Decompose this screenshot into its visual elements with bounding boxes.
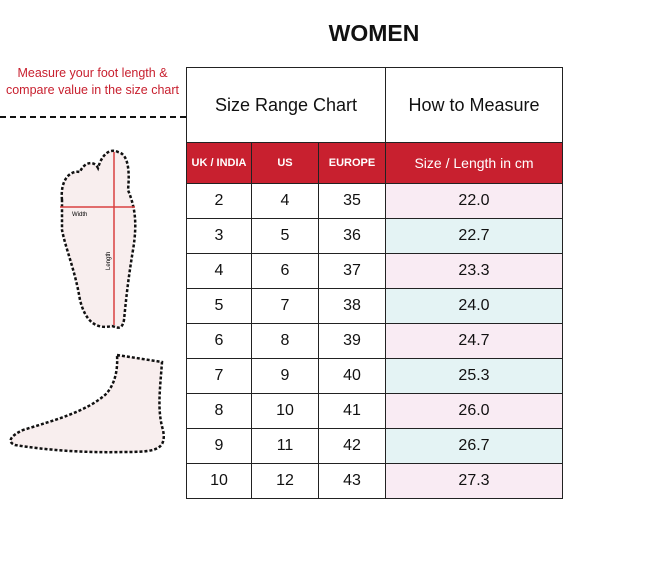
cell-us: 7 <box>251 288 319 324</box>
cell-eu: 41 <box>318 393 386 429</box>
cell-uk: 6 <box>186 323 252 359</box>
cell-cm: 24.0 <box>385 288 563 324</box>
cell-us: 12 <box>251 463 319 499</box>
table-row: 8 10 41 26.0 <box>186 393 563 429</box>
cell-us: 11 <box>251 428 319 464</box>
cell-eu: 42 <box>318 428 386 464</box>
cell-cm: 23.3 <box>385 253 563 289</box>
table-row: 3 5 36 22.7 <box>186 218 563 254</box>
cell-cm: 22.7 <box>385 218 563 254</box>
table-row: 7 9 40 25.3 <box>186 358 563 394</box>
col-europe: EUROPE <box>318 142 386 184</box>
cell-us: 5 <box>251 218 319 254</box>
cell-uk: 7 <box>186 358 252 394</box>
how-to-measure-header: How to Measure <box>385 67 563 143</box>
cell-cm: 26.0 <box>385 393 563 429</box>
cell-uk: 8 <box>186 393 252 429</box>
page-title: WOMEN <box>328 20 420 46</box>
cell-uk: 9 <box>186 428 252 464</box>
cell-us: 4 <box>251 183 319 219</box>
cell-eu: 43 <box>318 463 386 499</box>
cell-uk: 5 <box>186 288 252 324</box>
cell-uk: 10 <box>186 463 252 499</box>
cell-us: 10 <box>251 393 319 429</box>
cell-cm: 25.3 <box>385 358 563 394</box>
size-chart-table: Size Range Chart How to Measure UK / INDI… <box>186 67 563 499</box>
cell-uk: 4 <box>186 253 252 289</box>
foot-side-diagram <box>9 353 165 454</box>
cell-eu: 37 <box>318 253 386 289</box>
cell-eu: 35 <box>318 183 386 219</box>
cell-us: 8 <box>251 323 319 359</box>
cell-uk: 3 <box>186 218 252 254</box>
table-row: 9 11 42 26.7 <box>186 428 563 464</box>
table-row: 10 12 43 27.3 <box>186 463 563 499</box>
table-row: 6 8 39 24.7 <box>186 323 563 359</box>
dashed-divider <box>0 116 186 118</box>
col-length-cm: Size / Length in cm <box>385 142 563 184</box>
measure-note: Measure your foot length & compare value… <box>5 66 179 97</box>
cell-cm: 26.7 <box>385 428 563 464</box>
cell-us: 9 <box>251 358 319 394</box>
table-row: 2 4 35 22.0 <box>186 183 563 219</box>
cell-eu: 38 <box>318 288 386 324</box>
table-row: 5 7 38 24.0 <box>186 288 563 324</box>
cell-cm: 24.7 <box>385 323 563 359</box>
table-row: 4 6 37 23.3 <box>186 253 563 289</box>
cell-uk: 2 <box>186 183 252 219</box>
length-label: Length <box>106 252 112 270</box>
cell-eu: 36 <box>318 218 386 254</box>
cell-cm: 22.0 <box>385 183 563 219</box>
width-label: Width <box>72 212 87 218</box>
cell-eu: 40 <box>318 358 386 394</box>
col-us: US <box>251 142 319 184</box>
col-uk-india: UK / INDIA <box>186 142 252 184</box>
cell-cm: 27.3 <box>385 463 563 499</box>
foot-sole-diagram: Width Length <box>60 149 137 329</box>
cell-eu: 39 <box>318 323 386 359</box>
size-range-header: Size Range Chart <box>186 67 386 143</box>
cell-us: 6 <box>251 253 319 289</box>
